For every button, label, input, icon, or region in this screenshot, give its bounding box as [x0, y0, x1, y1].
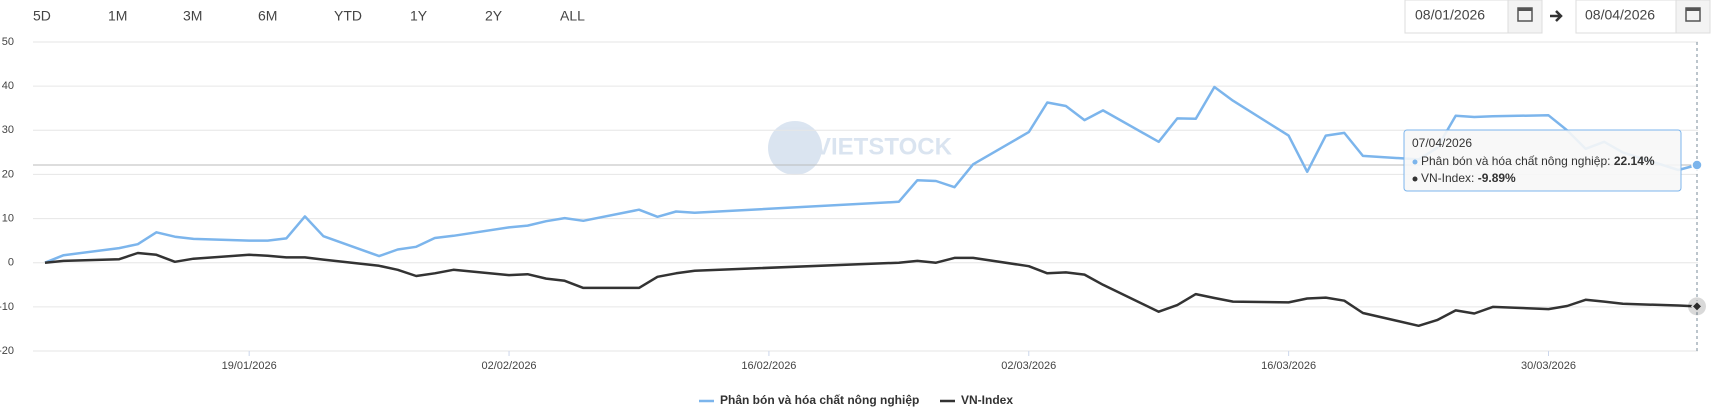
y-tick-label: 30	[2, 124, 14, 136]
range-button[interactable]: 2Y	[485, 8, 503, 24]
calendar-button[interactable]	[1507, 0, 1543, 34]
series-line	[44, 251, 1698, 328]
y-tick-label: 40	[2, 80, 14, 92]
grid	[33, 41, 1698, 352]
x-tick-label: 16/03/2026	[1261, 360, 1316, 372]
tooltip-row: Phân bón và hóa chất nông nghiệp: 22.14%	[1421, 154, 1655, 168]
tooltip-sep: :	[1607, 154, 1614, 168]
tooltip-value: 22.14%	[1614, 154, 1655, 168]
tooltip-date: 07/04/2026	[1412, 136, 1472, 150]
y-tick-label: -20	[0, 345, 14, 357]
arrow-icon	[1550, 10, 1563, 22]
range-button[interactable]: 5D	[33, 8, 51, 24]
y-tick-label: 20	[2, 168, 14, 180]
legend-label[interactable]: VN-Index	[961, 393, 1013, 407]
calendar-button[interactable]	[1675, 0, 1711, 34]
range-button[interactable]: 1Y	[410, 8, 428, 24]
range-button[interactable]: 6M	[258, 8, 277, 24]
tooltip-series-name: VN-Index	[1421, 171, 1471, 185]
calendar-icon	[1517, 7, 1533, 22]
hover-marker	[1690, 300, 1704, 313]
x-tick-label: 19/01/2026	[222, 360, 277, 372]
date-to: 08/04/2026	[1585, 7, 1655, 23]
tooltip-dot	[1412, 159, 1418, 165]
x-tick-label: 02/02/2026	[482, 360, 537, 372]
range-button[interactable]: YTD	[334, 8, 362, 24]
range-button[interactable]: ALL	[560, 8, 585, 24]
x-tick-label: 16/02/2026	[741, 360, 796, 372]
x-tick-label: 02/03/2026	[1001, 360, 1056, 372]
watermark: VIETSTOCK	[768, 121, 953, 175]
range-button[interactable]: 3M	[183, 8, 202, 24]
tooltip-box	[1403, 129, 1682, 192]
tooltip-dot	[1412, 176, 1418, 182]
hover-halo	[1688, 297, 1706, 316]
tooltip-row: VN-Index: -9.89%	[1421, 171, 1516, 185]
watermark-text: VIETSTOCK	[815, 133, 953, 160]
range-button[interactable]: 1M	[108, 8, 127, 24]
tooltip-sep: :	[1471, 171, 1478, 185]
tooltip: 07/04/2026 Phân bón và hóa chất nông nghi…	[1403, 129, 1682, 192]
tooltip-value: -9.89%	[1478, 171, 1516, 185]
calendar-icon	[1685, 7, 1701, 22]
hover-marker	[1691, 159, 1703, 171]
date-from: 08/01/2026	[1415, 7, 1485, 23]
x-tick-label: 30/03/2026	[1521, 360, 1576, 372]
y-tick-label: -10	[0, 301, 14, 313]
tooltip-series-name: Phân bón và hóa chất nông nghiệp	[1421, 154, 1607, 168]
legend-label[interactable]: Phân bón và hóa chất nông nghiệp	[720, 393, 919, 407]
y-tick-label: 50	[2, 36, 14, 48]
y-tick-label: 0	[8, 257, 14, 269]
y-tick-label: 10	[2, 212, 14, 224]
